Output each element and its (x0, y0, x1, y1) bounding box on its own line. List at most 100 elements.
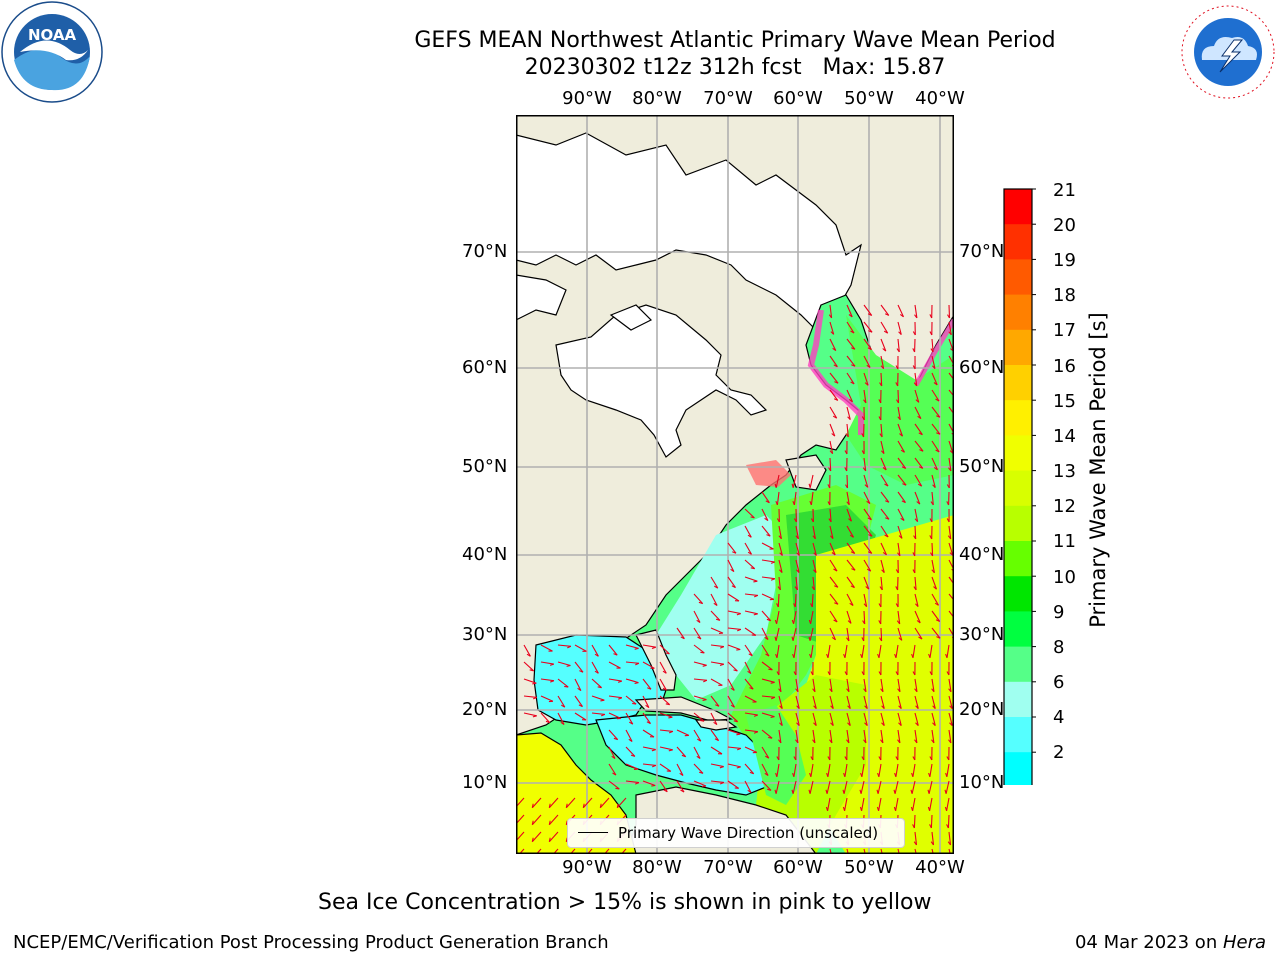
colorbar-tick-label: 15 (1053, 391, 1076, 412)
lon-label-bottom: 60°W (773, 857, 823, 878)
wave-direction-arrow (846, 593, 854, 606)
wave-direction-arrowhead (948, 688, 952, 693)
wave-direction-arrow (948, 695, 953, 709)
wave-direction-arrowhead (932, 484, 936, 488)
wave-direction-arrow (761, 746, 770, 759)
wave-direction-arrow (829, 729, 833, 743)
wave-direction-arrow (914, 831, 918, 845)
wave-direction-arrow (727, 610, 741, 615)
wave-direction-arrow (880, 440, 885, 454)
wave-direction-arrowhead (898, 722, 902, 726)
wave-direction-arrow (880, 678, 884, 692)
wave-direction-arrowhead (796, 705, 800, 709)
wave-direction-arrow (744, 780, 752, 793)
colorbar-tick-label: 13 (1053, 461, 1076, 482)
wave-direction-arrowhead (914, 314, 918, 319)
wave-direction-arrowhead (629, 721, 634, 725)
lon-label-top: 80°W (632, 88, 682, 109)
wave-direction-arrow (931, 542, 934, 557)
wave-direction-arrow (914, 389, 920, 403)
wave-direction-arrow (625, 780, 639, 784)
wave-direction-arrowhead (933, 586, 937, 590)
wave-direction-arrow (608, 678, 622, 682)
wave-direction-arrow (846, 678, 850, 692)
wave-direction-arrowhead (844, 450, 848, 455)
wave-direction-arrowhead (895, 365, 899, 370)
lat-label-left: 50°N (462, 456, 508, 477)
wave-direction-arrow (811, 593, 814, 608)
wave-direction-arrowhead (913, 841, 917, 846)
wave-direction-arrow (948, 355, 954, 366)
wave-direction-arrow (776, 644, 780, 658)
wave-direction-arrowhead (698, 601, 703, 605)
wave-direction-arrow (861, 644, 865, 658)
wave-direction-arrow (795, 559, 800, 573)
wave-direction-arrow (795, 542, 800, 556)
wave-direction-arrow (574, 678, 582, 691)
wave-direction-arrow (897, 542, 901, 556)
wave-direction-arrowhead (885, 500, 890, 503)
wave-direction-arrowhead (825, 806, 829, 811)
wave-direction-arrowhead (915, 722, 919, 726)
wave-direction-arrow (523, 644, 531, 657)
wave-direction-arrowhead (895, 603, 899, 608)
wave-direction-arrow (897, 338, 900, 352)
wave-direction-arrowhead (765, 653, 770, 657)
wave-direction-arrowhead (847, 416, 851, 420)
wave-direction-arrow (710, 780, 724, 783)
wave-direction-arrow (880, 491, 890, 503)
wave-direction-arrowhead (714, 738, 719, 742)
wave-direction-arrowhead (914, 518, 919, 523)
wave-direction-arrow (574, 695, 583, 707)
wave-direction-arrowhead (865, 586, 870, 590)
wave-direction-arrowhead (948, 331, 952, 336)
wave-direction-arrow (659, 644, 670, 655)
wave-direction-arrowhead (531, 803, 534, 808)
wave-direction-arrowhead (813, 705, 817, 709)
wave-direction-arrow (608, 695, 622, 699)
wave-direction-arrow (775, 474, 780, 488)
wave-direction-arrow (761, 763, 769, 776)
colorbar-tick-label: 12 (1053, 496, 1076, 517)
lon-label-top: 40°W (915, 88, 965, 109)
wave-direction-arrow (642, 678, 652, 690)
wave-direction-arrowhead (850, 381, 855, 385)
wave-direction-arrow (846, 559, 856, 571)
wave-direction-arrowhead (808, 619, 812, 624)
wave-direction-arrowhead (931, 569, 935, 574)
wave-direction-arrowhead (611, 755, 616, 759)
wave-direction-arrowhead (867, 313, 872, 316)
wave-direction-arrow (778, 576, 781, 590)
wave-direction-arrowhead (932, 722, 936, 726)
wave-direction-arrow (931, 610, 941, 622)
wave-direction-arrow (863, 610, 866, 625)
wave-direction-arrowhead (730, 687, 735, 691)
wave-direction-arrowhead (833, 568, 838, 572)
colorbar-segment (1004, 435, 1032, 472)
wave-direction-arrow (778, 525, 782, 539)
wave-direction-arrow (727, 576, 736, 588)
wave-direction-arrowhead (697, 738, 702, 742)
wave-direction-arrowhead (831, 552, 836, 556)
lat-label-right: 30°N (959, 624, 1005, 645)
wave-direction-arrow (880, 576, 883, 590)
colorbar-tick-label: 17 (1053, 320, 1076, 341)
wave-direction-arrowhead (898, 705, 902, 709)
wave-direction-arrowhead (594, 653, 599, 657)
wave-direction-arrowhead (831, 433, 836, 437)
wave-direction-arrow (591, 661, 599, 674)
wave-direction-arrowhead (549, 663, 554, 666)
wave-direction-arrow (642, 712, 651, 724)
wave-direction-arrowhead (719, 781, 725, 785)
wave-direction-arrow (710, 610, 721, 621)
wave-direction-arrow (948, 712, 953, 726)
wave-direction-arrowhead (831, 636, 836, 641)
wave-direction-arrowhead (713, 721, 718, 726)
wave-direction-arrow (812, 712, 817, 726)
wave-direction-arrowhead (844, 671, 848, 676)
wave-direction-arrowhead (696, 619, 701, 623)
wave-direction-arrowhead (930, 501, 934, 506)
wave-direction-arrow (693, 661, 707, 666)
wave-direction-arrow (880, 457, 887, 471)
wave-direction-arrowhead (883, 330, 888, 334)
